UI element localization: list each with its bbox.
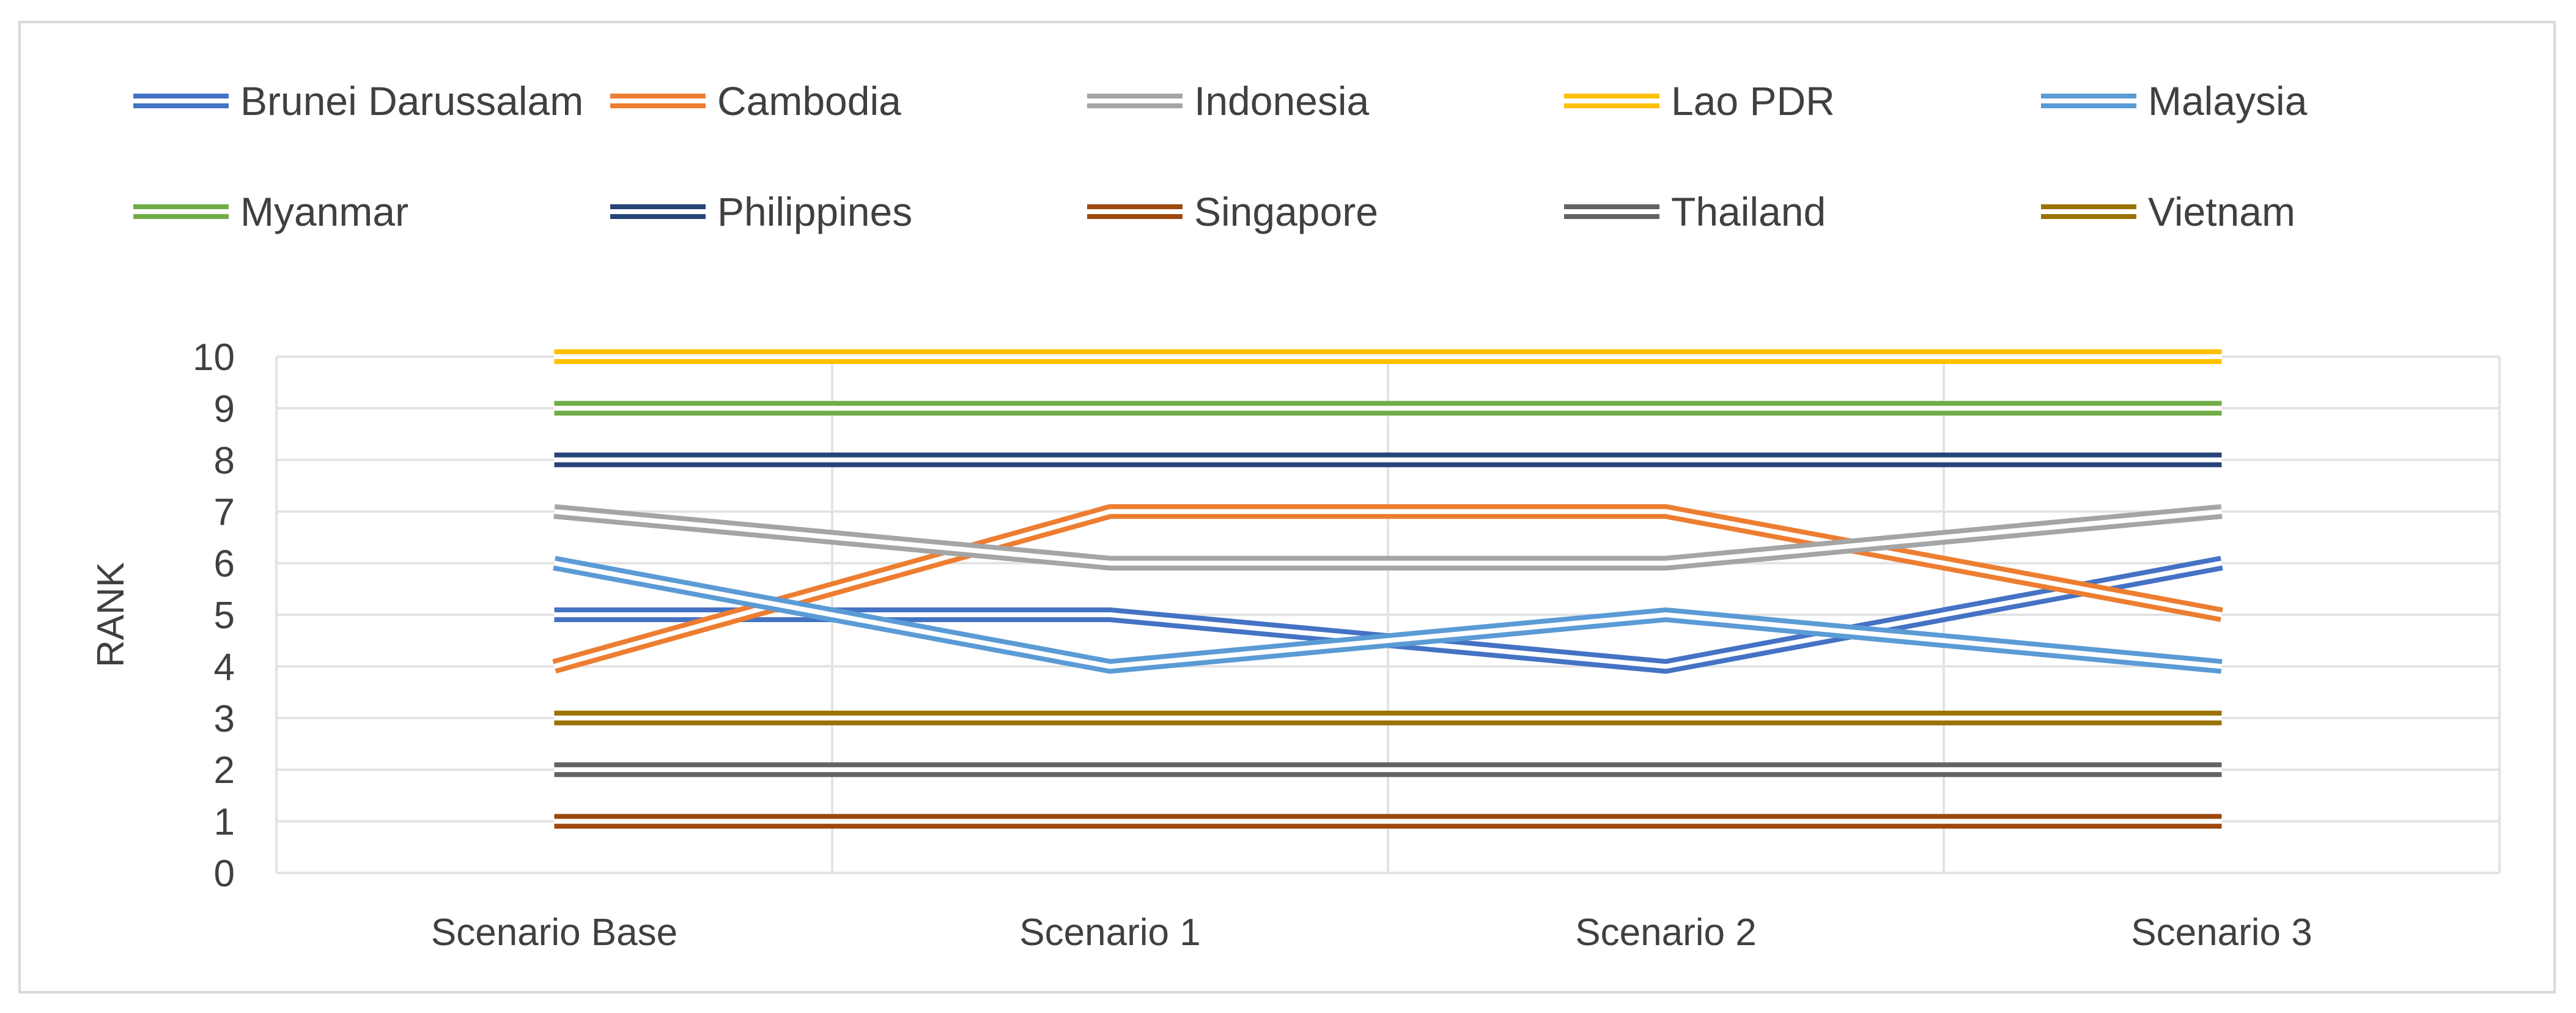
legend-item-philippines: Philippines <box>610 189 912 234</box>
legend-item-myanmar: Myanmar <box>133 189 408 234</box>
y-tick-label: 9 <box>214 388 235 430</box>
legend-label: Indonesia <box>1194 78 1370 124</box>
legend-label: Myanmar <box>240 189 408 234</box>
y-tick-label: 5 <box>214 595 235 637</box>
x-tick-label: Scenario Base <box>431 911 677 954</box>
series-cambodia <box>552 504 2223 673</box>
y-tick-label: 10 <box>193 336 235 379</box>
y-tick-label: 8 <box>214 440 235 482</box>
y-tick-label: 4 <box>214 646 235 688</box>
legend-item-cambodia: Cambodia <box>610 78 901 124</box>
legend-item-brunei-darussalam: Brunei Darussalam <box>133 78 583 124</box>
y-tick-label: 1 <box>214 801 235 844</box>
series-line-inner <box>553 560 2222 669</box>
x-tick-label: Scenario 3 <box>2131 911 2312 954</box>
legend-item-malaysia: Malaysia <box>2041 78 2308 124</box>
series-line-inner <box>553 509 2223 669</box>
legend-label: Philippines <box>717 189 912 234</box>
y-tick-label: 3 <box>214 698 235 740</box>
y-tick-label: 2 <box>214 749 235 792</box>
y-axis-title: RANK <box>90 562 132 667</box>
x-axis-ticks: Scenario Base Scenario 1 Scenario 2 Scenari… <box>431 911 2312 954</box>
legend-label: Thailand <box>1671 189 1826 234</box>
legend-item-thailand: Thailand <box>1564 189 1826 234</box>
series-lines <box>552 349 2223 829</box>
y-tick-label: 0 <box>214 853 235 895</box>
legend-label: Cambodia <box>717 78 901 124</box>
legend-item-vietnam: Vietnam <box>2041 189 2295 234</box>
legend-label: Vietnam <box>2148 189 2295 234</box>
x-tick-label: Scenario 1 <box>1019 911 1200 954</box>
legend-label: Malaysia <box>2148 78 2308 124</box>
legend: Brunei Darussalam Cambodia Indonesia Lao PD… <box>133 78 2308 234</box>
legend-label: Brunei Darussalam <box>240 78 583 124</box>
y-tick-label: 7 <box>214 491 235 533</box>
legend-item-lao-pdr: Lao PDR <box>1564 78 1835 124</box>
series-line-inner <box>554 509 2222 566</box>
legend-label: Lao PDR <box>1671 78 1835 124</box>
y-tick-label: 6 <box>214 543 235 585</box>
series-indonesia <box>553 504 2223 571</box>
legend-item-singapore: Singapore <box>1087 189 1378 234</box>
series-malaysia <box>553 555 2223 674</box>
y-axis-ticks: 0 1 2 3 4 5 6 7 8 9 10 <box>193 336 235 895</box>
legend-label: Singapore <box>1194 189 1378 234</box>
legend-item-indonesia: Indonesia <box>1087 78 1370 124</box>
x-tick-label: Scenario 2 <box>1575 911 1756 954</box>
